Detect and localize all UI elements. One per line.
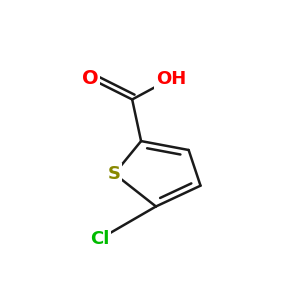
Text: S: S bbox=[108, 165, 121, 183]
Text: Cl: Cl bbox=[90, 230, 109, 248]
Text: OH: OH bbox=[156, 70, 186, 88]
Text: O: O bbox=[82, 69, 99, 88]
